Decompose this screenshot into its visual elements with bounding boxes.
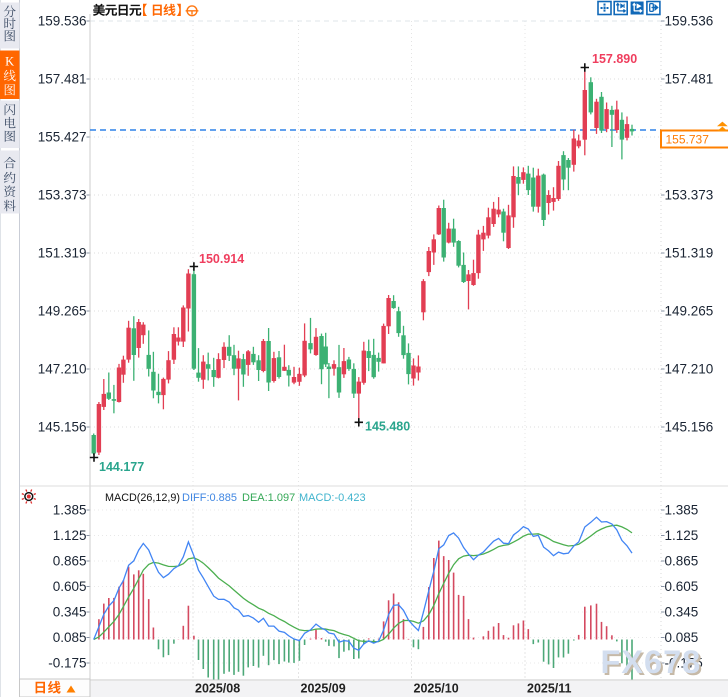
svg-text:0.345: 0.345 — [53, 605, 87, 620]
svg-text:FX678: FX678 — [601, 644, 702, 680]
svg-text:144.177: 144.177 — [99, 460, 144, 474]
svg-text:1.385: 1.385 — [665, 503, 699, 518]
svg-text:2025/09: 2025/09 — [301, 682, 346, 696]
svg-text:145.156: 145.156 — [38, 420, 87, 435]
svg-text:149.265: 149.265 — [665, 304, 714, 319]
svg-text:DIFF:0.885: DIFF:0.885 — [182, 492, 237, 504]
svg-text:151.319: 151.319 — [665, 246, 714, 261]
svg-text:0.085: 0.085 — [53, 630, 87, 645]
svg-text:155.427: 155.427 — [38, 130, 87, 145]
svg-text:147.210: 147.210 — [38, 362, 87, 377]
svg-text:0.345: 0.345 — [665, 605, 699, 620]
svg-text:147.210: 147.210 — [665, 362, 714, 377]
svg-text:-0.175: -0.175 — [48, 656, 86, 671]
svg-text:2025/11: 2025/11 — [527, 682, 572, 696]
svg-text:159.536: 159.536 — [38, 14, 87, 29]
svg-text:0.865: 0.865 — [665, 554, 699, 569]
svg-text:2025/08: 2025/08 — [195, 682, 240, 696]
svg-text:159.536: 159.536 — [665, 14, 714, 29]
svg-text:2025/10: 2025/10 — [414, 682, 459, 696]
svg-text:1.125: 1.125 — [665, 528, 699, 543]
svg-text:145.480: 145.480 — [365, 420, 410, 434]
svg-text:-0.175: -0.175 — [665, 656, 703, 671]
svg-text:150.914: 150.914 — [199, 252, 244, 266]
svg-text:145.156: 145.156 — [665, 420, 714, 435]
svg-text:MACD(26,12,9): MACD(26,12,9) — [105, 492, 180, 504]
svg-text:151.319: 151.319 — [38, 246, 87, 261]
svg-text:153.373: 153.373 — [38, 188, 87, 203]
svg-text:0.605: 0.605 — [53, 579, 87, 594]
svg-text:FX678: FX678 — [603, 646, 704, 682]
svg-text:157.481: 157.481 — [38, 72, 87, 87]
svg-text:0.605: 0.605 — [665, 579, 699, 594]
svg-text:157.481: 157.481 — [665, 72, 714, 87]
svg-text:DEA:1.097: DEA:1.097 — [242, 492, 295, 504]
svg-text:MACD:-0.423: MACD:-0.423 — [299, 492, 366, 504]
svg-text:157.890: 157.890 — [592, 52, 637, 66]
svg-text:153.373: 153.373 — [665, 188, 714, 203]
svg-text:K: K — [5, 55, 14, 69]
svg-text:1.385: 1.385 — [53, 503, 87, 518]
svg-text:149.265: 149.265 — [38, 304, 87, 319]
svg-text:1.125: 1.125 — [53, 528, 87, 543]
svg-text:155.737: 155.737 — [666, 132, 710, 146]
svg-text:0.085: 0.085 — [665, 630, 699, 645]
svg-text:0.865: 0.865 — [53, 554, 87, 569]
